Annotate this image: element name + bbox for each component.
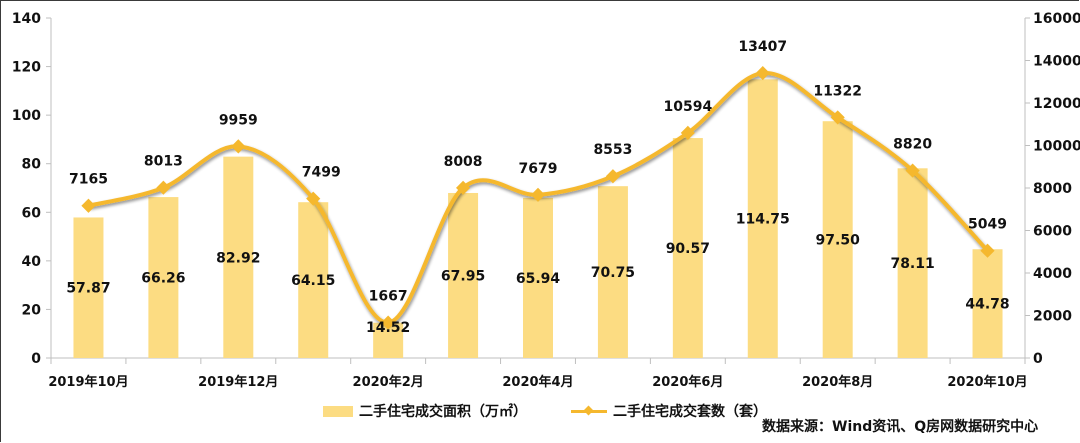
diamond-marker-icon xyxy=(755,66,770,81)
x-tick-label: 2019年12月 xyxy=(198,374,278,390)
diamond-marker-icon xyxy=(81,198,96,213)
line-value-label: 7165 xyxy=(69,172,108,188)
axes: 0 20 40 60 80 100 120 140 0 2000 4000 6000 8000 10000… xyxy=(12,11,1080,390)
bar-value-label: 66.26 xyxy=(141,271,185,287)
y-right-tick-label: 2000 xyxy=(1033,309,1072,325)
y-left-tick-label: 40 xyxy=(22,254,42,270)
y-left-tick-label: 120 xyxy=(12,60,41,76)
y-left-tick-label: 100 xyxy=(12,108,41,124)
diamond-marker-icon xyxy=(980,243,995,258)
diamond-marker-icon xyxy=(456,180,471,195)
bar xyxy=(73,217,104,358)
diamond-marker-icon xyxy=(680,125,695,140)
bar-value-label: 78.11 xyxy=(890,256,934,272)
line-value-label: 8008 xyxy=(444,154,483,170)
bar-value-label: 82.92 xyxy=(216,250,260,266)
legend-line-label: 二手住宅成交套数（套） xyxy=(613,404,767,420)
y-right-tick-label: 10000 xyxy=(1033,139,1080,155)
diamond-marker-icon xyxy=(583,405,594,416)
x-tick-label: 2020年8月 xyxy=(802,374,873,390)
y-left-tick-label: 0 xyxy=(31,351,41,367)
diamond-marker-icon xyxy=(605,169,620,184)
legend-bar-swatch xyxy=(323,405,353,417)
bar-value-label: 64.15 xyxy=(291,273,335,289)
bar-value-label: 67.95 xyxy=(441,268,485,284)
y-right-tick-label: 0 xyxy=(1033,351,1043,367)
bar xyxy=(897,168,928,358)
x-tick-label: 2020年6月 xyxy=(652,374,723,390)
x-tick-label: 2020年2月 xyxy=(353,374,424,390)
legend-line-swatch xyxy=(571,405,607,417)
bar xyxy=(597,186,628,358)
bar-value-label: 70.75 xyxy=(591,265,635,281)
y-right-tick-label: 14000 xyxy=(1033,54,1080,70)
diamond-marker-icon xyxy=(381,315,396,330)
diamond-marker-icon xyxy=(231,139,246,154)
line-value-label: 9959 xyxy=(219,112,258,128)
y-right-tick-label: 12000 xyxy=(1033,96,1080,112)
diamond-marker-icon xyxy=(530,187,546,202)
bar-value-label: 14.52 xyxy=(366,320,410,336)
line-value-label: 13407 xyxy=(738,39,787,55)
y-right-tick-label: 4000 xyxy=(1033,266,1072,282)
bar xyxy=(148,197,179,358)
bar xyxy=(972,249,1003,358)
legend: 二手住宅成交面积（万㎡） 二手住宅成交套数（套） xyxy=(323,401,767,421)
line-value-label: 7679 xyxy=(519,161,558,177)
y-right-tick-label: 16000 xyxy=(1033,11,1080,27)
data-source-note: 数据来源：Wind资讯、Q房网数据研究中心 xyxy=(762,419,1039,435)
bar xyxy=(672,138,703,358)
line-value-label: 10594 xyxy=(663,99,712,115)
bar xyxy=(747,79,778,359)
y-left-tick-label: 140 xyxy=(12,11,41,27)
y-left-tick-label: 20 xyxy=(22,302,42,318)
x-tick-label: 2020年4月 xyxy=(502,374,573,390)
line-value-label: 8820 xyxy=(893,137,932,153)
line-value-label: 5049 xyxy=(968,217,1007,233)
line-value-label: 8013 xyxy=(144,154,183,170)
bar xyxy=(223,156,254,358)
y-left-tick-label: 80 xyxy=(22,157,42,173)
line-value-label: 7499 xyxy=(302,165,341,181)
diamond-marker-icon xyxy=(306,191,321,206)
diamond-marker-icon xyxy=(905,163,920,178)
legend-bar-label: 二手住宅成交面积（万㎡） xyxy=(359,404,527,420)
bar xyxy=(448,192,479,358)
x-tick-label: 2020年10月 xyxy=(947,374,1027,390)
bar-value-label: 97.50 xyxy=(816,233,861,249)
bar-value-label: 114.75 xyxy=(736,212,790,228)
bar-value-label: 44.78 xyxy=(965,297,1009,313)
line-series xyxy=(81,66,995,330)
data-labels: 57.87 66.26 82.92 64.15 14.52 67.95 65.94 70.75… xyxy=(66,39,1009,336)
bar xyxy=(298,202,329,358)
bar-value-label: 90.57 xyxy=(666,241,710,257)
line-value-label: 1667 xyxy=(369,289,408,305)
line-value-label: 8553 xyxy=(593,142,632,158)
line-value-label: 11322 xyxy=(813,83,862,99)
y-right-tick-label: 8000 xyxy=(1033,181,1072,197)
diamond-marker-icon xyxy=(830,110,845,125)
y-right-tick-label: 6000 xyxy=(1033,224,1072,240)
y-left-tick-label: 60 xyxy=(22,205,42,221)
bar-value-label: 65.94 xyxy=(516,271,561,287)
bar xyxy=(523,197,553,358)
x-tick-label: 2019年10月 xyxy=(48,374,128,390)
bar-value-label: 57.87 xyxy=(66,281,110,297)
bar xyxy=(822,121,853,358)
bar-series xyxy=(73,79,1003,359)
diamond-marker-icon xyxy=(156,180,171,195)
